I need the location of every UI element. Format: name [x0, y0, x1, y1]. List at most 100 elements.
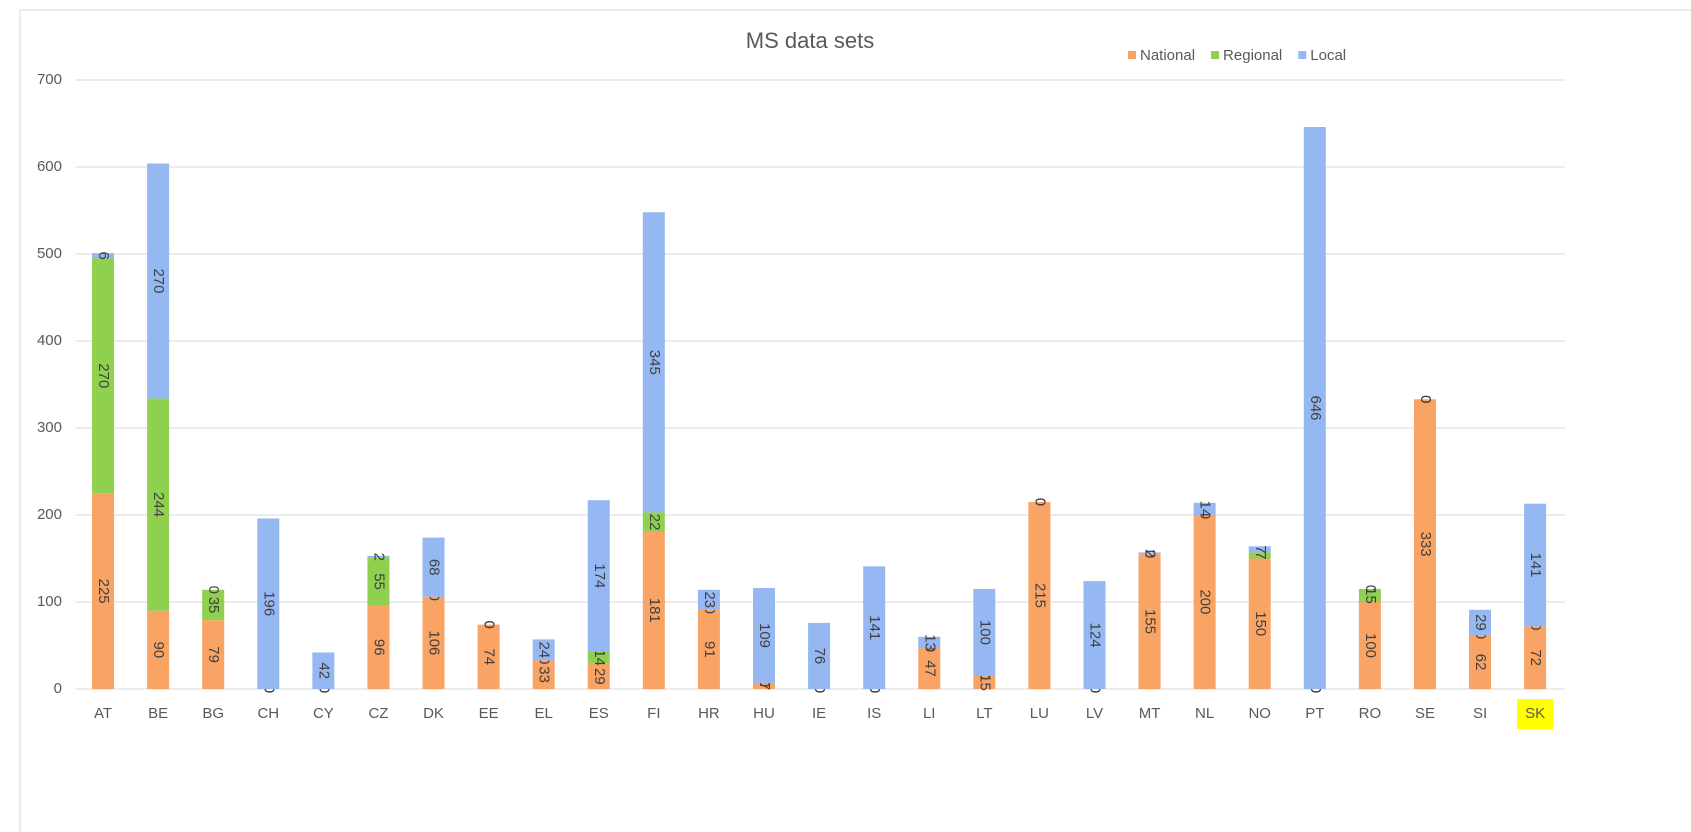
bar-segment: [697, 609, 720, 689]
data-label: 74: [481, 648, 498, 665]
data-label: 14: [1197, 501, 1214, 518]
highlight: [1517, 699, 1554, 729]
bar-segment: [367, 605, 390, 689]
bar-segment: [1138, 554, 1161, 689]
data-label: 14: [591, 649, 608, 666]
data-label: 124: [1087, 623, 1104, 648]
data-label: 42: [315, 662, 332, 679]
data-label: 200: [1197, 589, 1214, 614]
data-label: 0: [1417, 395, 1434, 403]
data-label: 196: [260, 591, 277, 616]
data-label: 100: [976, 620, 993, 645]
data-label: 47: [921, 660, 938, 677]
bar-segment: [753, 588, 775, 683]
legend-label: National: [1140, 47, 1195, 64]
data-label: 181: [646, 598, 663, 623]
bar-segment: [147, 610, 170, 689]
bar-segment: [973, 675, 996, 689]
legend-label: Local: [1310, 47, 1346, 64]
bar-segment: [367, 555, 390, 558]
data-label: 13: [921, 634, 938, 651]
y-tick-label: 400: [37, 332, 62, 349]
bar-segment: [863, 566, 886, 689]
data-label: 68: [426, 559, 443, 576]
data-label: 72: [1527, 649, 1544, 666]
data-label: 155: [1142, 609, 1159, 634]
data-label: 150: [1252, 611, 1269, 636]
bar-segment: [1248, 546, 1271, 553]
x-tick-label: RO: [1359, 705, 1382, 722]
bar-segment: [202, 620, 225, 689]
bar-segment: [367, 557, 390, 606]
bar-segment: [753, 682, 775, 689]
bar-segment: [422, 537, 445, 597]
bar-segment: [532, 660, 555, 689]
bar-segment: [147, 398, 170, 611]
bar-segment: [477, 624, 500, 689]
data-label: 0: [481, 620, 498, 628]
bar-segment: [1303, 126, 1326, 690]
y-tick-label: 700: [37, 71, 62, 88]
bar-segment: [587, 663, 610, 689]
data-label: 215: [1031, 583, 1048, 608]
data-label: 141: [866, 615, 883, 640]
bar-segment: [642, 512, 665, 532]
bar-segment: [92, 253, 115, 259]
x-tick-label: LI: [923, 705, 936, 722]
bar-segment: [147, 163, 170, 399]
data-label: 7: [1252, 551, 1269, 559]
data-label: 106: [426, 630, 443, 655]
bar-segment: [312, 652, 335, 689]
bar-segment: [587, 651, 610, 664]
data-label: 29: [1472, 614, 1489, 631]
data-label: 55: [370, 573, 387, 590]
x-tick-label: AT: [94, 705, 112, 722]
x-tick-label: EL: [535, 705, 553, 722]
data-label: 90: [150, 642, 167, 659]
x-tick-label: PT: [1305, 705, 1324, 722]
data-label: 141: [1527, 553, 1544, 578]
data-label: 0: [1142, 550, 1159, 558]
bar-segment: [1248, 558, 1271, 689]
data-label: 0: [1417, 395, 1434, 403]
x-tick-label: SK: [1525, 705, 1545, 722]
bar-segment: [1524, 503, 1547, 627]
x-tick-label: NL: [1195, 705, 1214, 722]
bar-segment: [1469, 635, 1492, 689]
chart-frame: [19, 9, 1691, 832]
bar-segment: [808, 622, 831, 689]
data-label: 35: [205, 597, 222, 614]
bar-segment: [1028, 501, 1051, 689]
y-tick-label: 300: [37, 419, 62, 436]
data-label: 244: [150, 492, 167, 517]
legend-swatch: [1128, 51, 1136, 59]
x-tick-label: CY: [313, 705, 334, 722]
x-tick-label: FI: [647, 705, 660, 722]
y-tick-label: 500: [37, 245, 62, 262]
data-label: 7: [756, 682, 773, 690]
data-label: 79: [205, 646, 222, 663]
legend-swatch: [1298, 51, 1307, 59]
bar-segment: [1193, 515, 1216, 689]
x-tick-label: ES: [589, 705, 609, 722]
data-label: 270: [95, 363, 112, 388]
bar-segment: [1358, 602, 1381, 689]
data-label: 96: [370, 639, 387, 656]
x-tick-label: SI: [1473, 705, 1487, 722]
bar-segment: [1469, 609, 1492, 636]
bar-segment: [92, 258, 115, 494]
data-label: 2: [1142, 549, 1159, 557]
x-tick-label: EE: [479, 705, 499, 722]
data-label: 174: [591, 563, 608, 588]
bar-segment: [973, 588, 996, 676]
x-tick-label: HU: [753, 705, 775, 722]
data-label: 2: [370, 553, 387, 561]
data-label: 24: [536, 642, 553, 659]
x-tick-label: BE: [148, 705, 168, 722]
data-label: 0: [1031, 498, 1048, 506]
x-tick-label: MT: [1139, 705, 1161, 722]
y-tick-label: 100: [37, 593, 62, 610]
x-tick-label: SE: [1415, 705, 1435, 722]
data-label: 15: [1362, 587, 1379, 604]
x-tick-label: CZ: [368, 705, 388, 722]
